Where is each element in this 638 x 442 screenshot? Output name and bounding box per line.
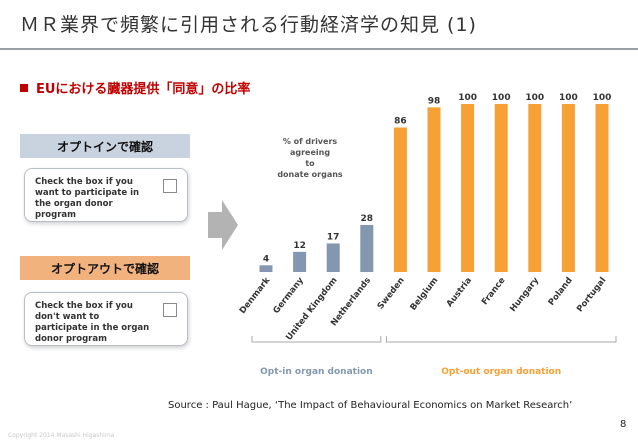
bar [326,243,340,272]
bar [561,104,575,272]
group-label: Opt-in organ donation [260,367,373,377]
square-bullet-icon [20,84,28,92]
chart-annotation: % of drivers agreeing to donate organs [277,137,343,179]
category-label: Denmark [238,275,273,316]
data-label: 17 [327,232,340,242]
category-label: France [480,276,508,308]
bar [427,107,441,272]
group-label: Opt-out organ donation [441,367,561,377]
data-label: 100 [593,93,612,103]
bar [494,104,508,272]
bar [360,224,374,272]
group-bracket [251,336,382,343]
source-citation: Source : Paul Hague, ‘The Impact of Beha… [168,400,573,411]
category-label: Hungary [508,275,541,314]
opt-out-card: Check the box if you don't want to parti… [24,292,188,346]
data-label: 4 [263,254,269,264]
checkbox-icon [163,179,177,193]
copyright-notice: Copyright 2014 Masashi Higashima [8,432,115,439]
opt-in-card-text: Check the box if you want to participate… [35,177,140,220]
right-arrow-icon [208,200,238,250]
page-number: 8 [620,419,627,430]
category-label: Poland [547,276,575,308]
category-label: Sweden [376,276,407,312]
data-label: 100 [559,93,578,103]
category-label: Belgium [408,276,440,313]
bar [293,251,307,272]
opt-in-label: オプトインで確認 [20,134,190,158]
category-label: Portugal [575,276,608,315]
opt-out-card-text: Check the box if you don't want to parti… [35,301,150,344]
data-label: 86 [394,117,407,127]
data-label: 100 [458,93,477,103]
opt-in-card: Check the box if you want to participate… [24,168,188,222]
data-label: 98 [428,96,441,106]
bar [393,127,407,272]
category-label: Germany [272,275,307,315]
data-label: 100 [525,93,544,103]
subtitle-text: EUにおける臓器提供「同意」の比率 [36,82,251,97]
data-label: 12 [293,241,306,251]
slide-title: ＭＲ業界で頻繁に引用される行動経済学の知見 (1) [20,14,477,36]
bar [528,104,542,272]
checkbox-icon [163,303,177,317]
category-label: Austria [445,275,474,309]
group-bracket [385,336,617,343]
bar [461,104,475,272]
data-label: 100 [492,93,511,103]
bar [259,265,273,272]
opt-out-label: オプトアウトで確認 [20,256,190,280]
bar [595,104,609,272]
title-divider [0,48,638,50]
slide-subtitle: EUにおける臓器提供「同意」の比率 [20,78,250,97]
data-label: 28 [361,214,374,224]
